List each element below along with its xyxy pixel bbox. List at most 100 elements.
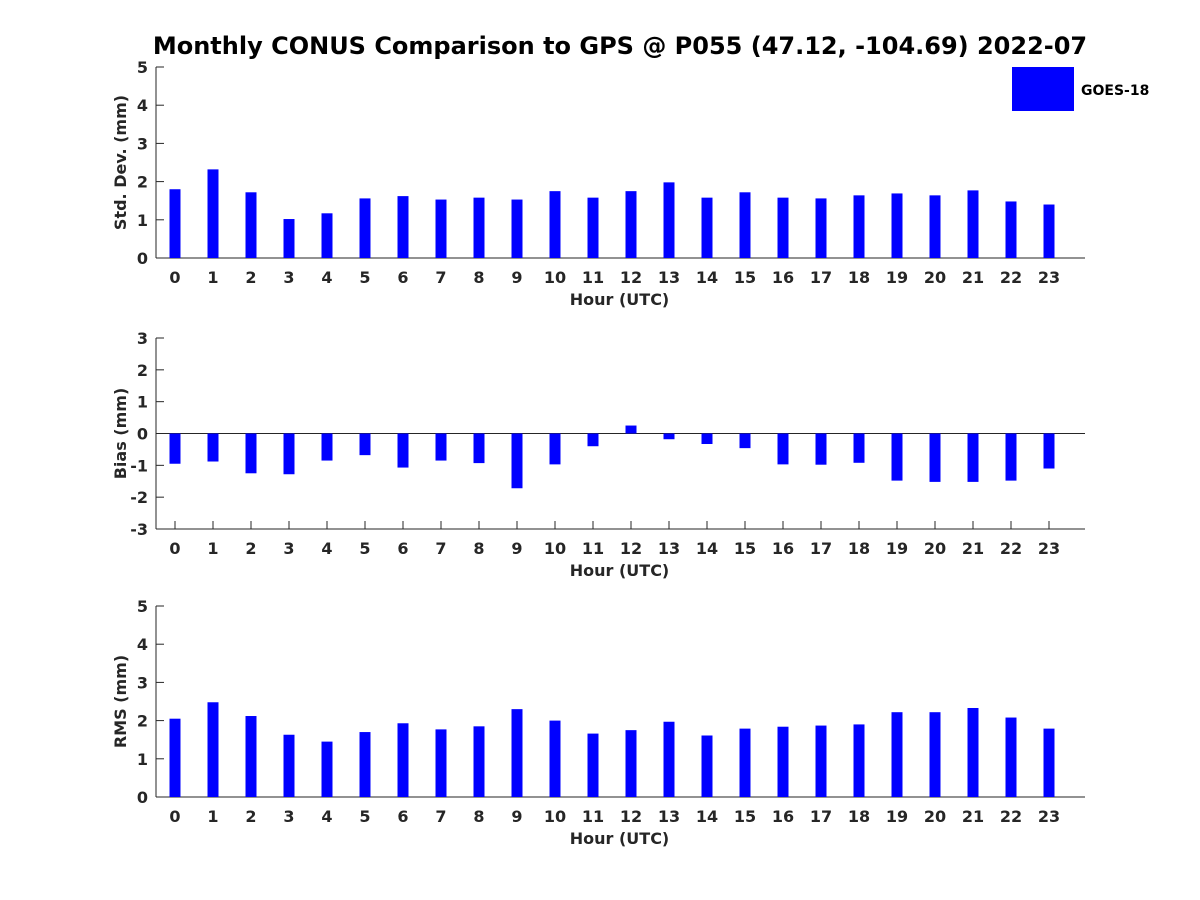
bias-x-tick-label: 19 — [886, 539, 908, 558]
bias-bar — [929, 433, 941, 482]
bias-bar — [967, 433, 979, 482]
rms-bar — [397, 723, 409, 797]
rms-x-tick-label: 6 — [397, 807, 408, 826]
stddev-y-tick-label: 4 — [137, 96, 148, 115]
rms-x-tick-label: 16 — [772, 807, 794, 826]
stddev-x-tick-label: 11 — [582, 268, 604, 287]
rms-y-tick-label: 3 — [137, 673, 148, 692]
bias-y-tick-label: -3 — [130, 520, 148, 539]
rms-x-tick-label: 12 — [620, 807, 642, 826]
rms-bar — [815, 725, 827, 797]
stddev-x-tick-label: 19 — [886, 268, 908, 287]
rms-bar — [967, 707, 979, 797]
stddev-bar — [435, 199, 447, 258]
stddev-bar — [777, 197, 789, 258]
bias-bar — [853, 433, 865, 463]
rms-y-tick-label: 0 — [137, 788, 148, 807]
stddev-x-tick-label: 7 — [435, 268, 446, 287]
bias-x-tick-label: 1 — [207, 539, 218, 558]
stddev-x-tick-label: 2 — [245, 268, 256, 287]
bias-bar — [587, 433, 599, 447]
rms-x-tick-label: 17 — [810, 807, 832, 826]
rms-x-tick-label: 11 — [582, 807, 604, 826]
stddev-y-tick-label: 0 — [137, 249, 148, 268]
stddev-bar — [1043, 204, 1055, 258]
stddev-bar — [1005, 201, 1017, 258]
rms-bar — [283, 734, 295, 797]
rms-x-tick-label: 8 — [473, 807, 484, 826]
bias-y-tick-label: -1 — [130, 456, 148, 475]
rms-x-tick-label: 4 — [321, 807, 332, 826]
rms-x-tick-label: 23 — [1038, 807, 1060, 826]
stddev-bar — [663, 182, 675, 258]
bias-x-tick-label: 2 — [245, 539, 256, 558]
rms-x-tick-label: 21 — [962, 807, 984, 826]
rms-bar — [739, 728, 751, 797]
stddev-x-tick-label: 1 — [207, 268, 218, 287]
legend: GOES-18 — [1012, 67, 1149, 111]
stddev-bar — [397, 196, 409, 258]
rms-y-tick-label: 5 — [137, 597, 148, 616]
rms-x-tick-label: 10 — [544, 807, 566, 826]
bias-bar — [663, 433, 675, 440]
stddev-bar — [359, 198, 371, 258]
stddev-x-tick-label: 20 — [924, 268, 946, 287]
bias-bar — [511, 433, 523, 489]
stddev-bar — [815, 198, 827, 258]
rms-x-tick-label: 20 — [924, 807, 946, 826]
stddev-y-tick-label: 5 — [137, 58, 148, 77]
rms-x-tick-label: 19 — [886, 807, 908, 826]
bias-bar — [1043, 433, 1055, 469]
stddev-bar — [321, 213, 333, 258]
stddev-bar — [739, 192, 751, 258]
bias-bar — [625, 425, 637, 434]
stddev-bar — [587, 197, 599, 258]
bias-y-tick-label: 0 — [137, 425, 148, 444]
bias-x-tick-label: 4 — [321, 539, 332, 558]
stddev-bar — [853, 195, 865, 258]
bias-y-tick-label: 3 — [137, 329, 148, 348]
stddev-bar — [473, 197, 485, 258]
bias-x-tick-label: 14 — [696, 539, 718, 558]
bias-x-tick-label: 0 — [169, 539, 180, 558]
rms-bar — [435, 729, 447, 797]
rms-bar — [701, 735, 713, 797]
bias-x-tick-label: 8 — [473, 539, 484, 558]
rms-bar — [321, 741, 333, 797]
stddev-x-tick-label: 18 — [848, 268, 870, 287]
bias-x-tick-label: 6 — [397, 539, 408, 558]
stddev-bar — [283, 219, 295, 258]
bias-x-tick-label: 9 — [511, 539, 522, 558]
rms-y-axis-label: RMS (mm) — [111, 655, 130, 748]
rms-bar — [777, 726, 789, 797]
stddev-bar — [891, 193, 903, 258]
stddev-x-tick-label: 0 — [169, 268, 180, 287]
stddev-x-tick-label: 13 — [658, 268, 680, 287]
bias-x-tick-label: 23 — [1038, 539, 1060, 558]
stddev-x-tick-label: 10 — [544, 268, 566, 287]
stddev-y-tick-label: 3 — [137, 134, 148, 153]
legend-label: GOES-18 — [1081, 83, 1149, 99]
bias-x-tick-label: 11 — [582, 539, 604, 558]
bias-bar — [207, 433, 219, 462]
bias-bar — [549, 433, 561, 465]
bias-x-tick-label: 22 — [1000, 539, 1022, 558]
rms-bar — [1005, 717, 1017, 797]
bias-bar — [435, 433, 447, 461]
stddev-bar — [207, 169, 219, 258]
bias-x-tick-label: 7 — [435, 539, 446, 558]
stddev-x-tick-label: 8 — [473, 268, 484, 287]
rms-x-tick-label: 7 — [435, 807, 446, 826]
stddev-x-tick-label: 9 — [511, 268, 522, 287]
bias-x-tick-label: 5 — [359, 539, 370, 558]
rms-bar — [473, 726, 485, 797]
stddev-x-tick-label: 5 — [359, 268, 370, 287]
bias-bar — [739, 433, 751, 449]
rms-x-tick-label: 18 — [848, 807, 870, 826]
stddev-x-tick-label: 16 — [772, 268, 794, 287]
stddev-bar — [967, 190, 979, 258]
bias-x-tick-label: 17 — [810, 539, 832, 558]
stddev-x-tick-label: 22 — [1000, 268, 1022, 287]
bias-bar — [1005, 433, 1017, 481]
